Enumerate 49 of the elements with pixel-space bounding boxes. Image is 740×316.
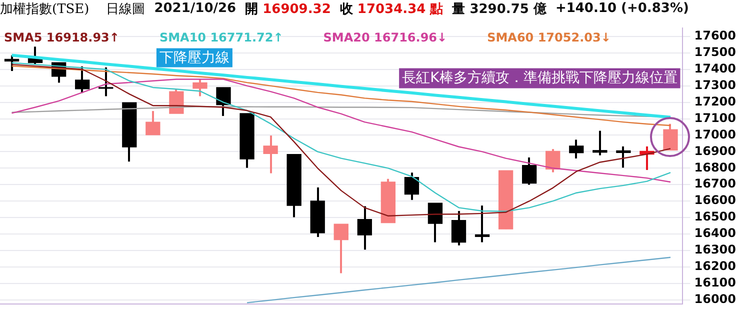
- candlestick: [146, 110, 160, 136]
- series-label: SMA5 16918.93↑: [4, 30, 120, 44]
- candlestick: [75, 65, 90, 94]
- candlestick: [428, 202, 443, 244]
- y-tick-label: 17000: [694, 127, 736, 142]
- candlestick: [4, 54, 20, 72]
- chart-title: 加權指數(TSE): [0, 0, 90, 18]
- text: 收 17034.34 點: [340, 0, 444, 18]
- text: SMA10 16771.72↑: [159, 30, 284, 44]
- y-tick-label: 16200: [694, 259, 736, 274]
- series-label: 下降壓力線: [159, 50, 230, 66]
- text: SMA20 16716.96↓: [323, 30, 448, 44]
- candlestick: [569, 138, 584, 160]
- y-tick-label: 16300: [694, 242, 736, 257]
- candlestick: [592, 130, 608, 156]
- candlestick: [192, 78, 208, 98]
- y-tick-label: 17200: [694, 94, 736, 108]
- y-tick-label: 16600: [694, 193, 736, 208]
- candlestick: [404, 172, 420, 201]
- y-tick-label: 16900: [694, 144, 736, 158]
- text: +140.10 (+0.83%): [555, 1, 689, 16]
- y-tick-label: 17100: [694, 110, 736, 125]
- candlestick: [474, 204, 490, 244]
- y-tick-label: 16800: [694, 160, 736, 174]
- y-tick-label: 16500: [694, 210, 736, 224]
- y-tick-label: 16700: [694, 176, 736, 191]
- y-tick-label: 16400: [694, 226, 736, 240]
- y-tick-label: 17600: [694, 28, 736, 43]
- candlestick: [357, 205, 372, 251]
- candlestick: [616, 145, 631, 169]
- candlestick: [546, 148, 560, 174]
- candlestick: [98, 66, 114, 98]
- y-tick-label: 16000: [694, 292, 736, 306]
- text: SMA60 17052.03↓: [487, 30, 611, 44]
- text: 量 3290.75 億: [452, 0, 546, 18]
- y-tick-label: 17500: [694, 45, 736, 60]
- candlestick: [663, 122, 678, 152]
- candlestick: [263, 134, 278, 174]
- y-tick-label: 17300: [694, 78, 736, 92]
- annotation: 長紅K棒多方續攻．準備挑戰下降壓力線位置: [402, 70, 678, 86]
- candlestick: [216, 86, 231, 117]
- text: 開 16909.32: [245, 0, 331, 18]
- y-tick-label: 16100: [694, 276, 736, 290]
- candlestick: [334, 223, 348, 274]
- text: 2021/10/26: [154, 1, 236, 16]
- candlestick: [522, 156, 537, 186]
- y-tick-label: 17400: [694, 61, 736, 76]
- candlestick: [451, 210, 466, 246]
- chart-subtitle: 日線圖: [106, 0, 146, 18]
